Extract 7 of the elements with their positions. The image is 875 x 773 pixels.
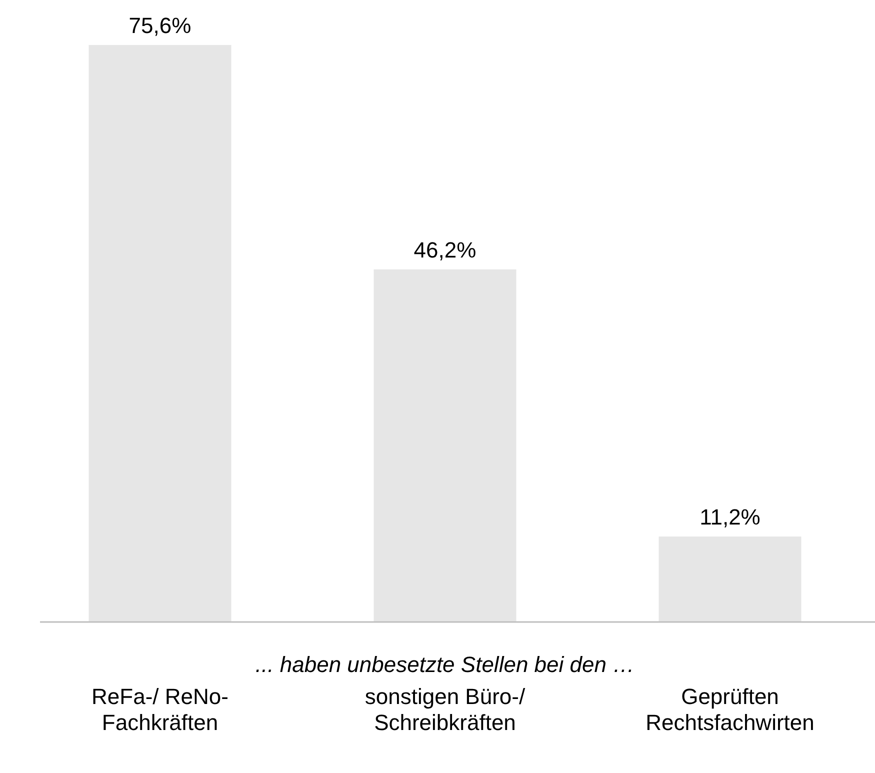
data-label: 46,2% (414, 237, 476, 262)
x-tick-label: sonstigen Büro-/ Schreibkräften (364, 684, 526, 735)
x-tick-label: ReFa-/ ReNo- Fachkräften (92, 684, 228, 735)
x-tick-label: Geprüften Rechtsfachwirten (646, 684, 814, 735)
data-label: 75,6% (128, 13, 192, 38)
data-label: 11,2% (700, 504, 760, 530)
x-axis-title: ... haben unbesetzte Stellen bei den … (255, 652, 635, 677)
